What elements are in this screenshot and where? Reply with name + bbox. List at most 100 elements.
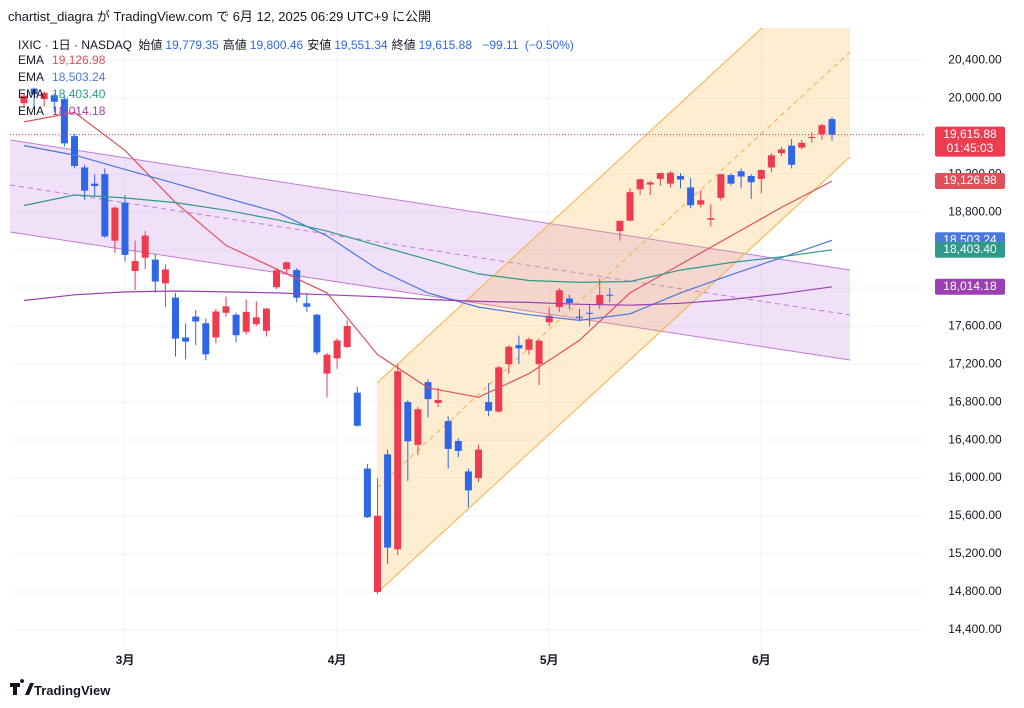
candle-body [616, 220, 624, 232]
candle-body [677, 176, 684, 180]
candle-body [343, 326, 351, 347]
candle-body [515, 345, 523, 349]
ema-legend-row: EMA 19,126.98 [18, 53, 108, 67]
candle-body [485, 402, 493, 411]
ema-tag-label: 18,014.18 [943, 279, 997, 293]
candle-body [283, 262, 291, 270]
candle-body [747, 176, 755, 183]
candle-body [262, 308, 270, 331]
ema-value: 18,014.18 [52, 104, 106, 118]
candle-body [666, 172, 674, 184]
candle-body [767, 155, 775, 168]
candle-body [192, 316, 200, 322]
ohlc-legend: IXIC · 1日 · NASDAQ 始値 19,779.35 高値 19,800.4… [18, 36, 577, 53]
symbol: IXIC · 1日 · NASDAQ [18, 38, 133, 52]
ema-line [23, 194, 833, 284]
candle-body [111, 207, 119, 241]
candle-body [757, 170, 765, 179]
candle-body [323, 354, 331, 374]
candle-body [394, 371, 402, 550]
change: −99.11 [482, 38, 519, 52]
candle-body [40, 92, 48, 100]
ema-line [23, 111, 833, 398]
candle-body [626, 192, 634, 221]
y-tick-label: 15,200.00 [948, 546, 1002, 560]
x-tick-label: 4月 [328, 653, 347, 667]
ema-legend-row: EMA 18,014.18 [18, 104, 108, 118]
candle-body [151, 259, 159, 282]
x-tick-label: 5月 [540, 653, 559, 667]
candle-body [91, 183, 99, 186]
candle-body [596, 294, 604, 305]
candle-body [374, 515, 381, 593]
candle-body [131, 261, 139, 272]
candle-body [273, 270, 280, 288]
candle-body [464, 471, 472, 491]
ema-tag [935, 241, 1005, 258]
candle-body [555, 290, 563, 308]
ema-tag [935, 278, 1005, 295]
candle-body [222, 306, 230, 313]
y-tick-label: 14,800.00 [948, 584, 1002, 598]
drawings [10, 27, 851, 594]
candle-body [636, 179, 644, 190]
candle-body [182, 337, 190, 342]
y-tick-label: 14,400.00 [948, 622, 1002, 636]
ema-line [23, 286, 833, 306]
candle-body [656, 173, 664, 179]
candle-body [363, 468, 371, 518]
channel-mid [10, 184, 851, 316]
y-tick-label: 17,200.00 [948, 356, 1002, 370]
y-tick-label: 18,800.00 [948, 204, 1002, 218]
y-tick-label: 15,600.00 [948, 508, 1002, 522]
price-tag [935, 126, 1005, 157]
candle-body [444, 421, 452, 449]
candle-body [454, 441, 462, 451]
candle-body [576, 316, 583, 318]
candle-body [81, 167, 89, 191]
candle-body [606, 294, 614, 296]
channel-edge [376, 156, 851, 594]
ema-name: EMA [18, 53, 45, 67]
candle-body [333, 340, 341, 359]
y-tick-label: 16,000.00 [948, 470, 1002, 484]
change-pct: (−0.50%) [524, 38, 574, 52]
ohlc-name: 終値 [391, 38, 416, 52]
ohlc-values: 始値 19,779.35 高値 19,800.46 安値 19,551.34 終値 19,61… [138, 38, 476, 52]
candle-body [313, 314, 321, 353]
candle-body [384, 454, 392, 548]
x-tick-label: 3月 [116, 653, 135, 667]
y-tick-label: 16,800.00 [948, 394, 1002, 408]
candle-body [414, 409, 422, 445]
candle-body [586, 312, 594, 314]
candle-body [101, 174, 109, 237]
ema-value: 19,126.98 [52, 53, 106, 67]
grid [10, 25, 925, 650]
ohlc-value: 19,800.46 [249, 38, 304, 52]
candle-body [232, 314, 240, 336]
logo [10, 679, 34, 695]
ema-value: 18,403.40 [52, 87, 106, 101]
channel-edge [10, 231, 851, 361]
candle-body [525, 339, 533, 350]
candle-body [778, 149, 785, 154]
candle-body [252, 317, 260, 325]
candle-body [242, 311, 250, 332]
candle-body [495, 367, 503, 412]
candle-body [717, 174, 725, 198]
ema-tag-label: 18,403.40 [943, 242, 997, 256]
ohlc-value: 19,551.34 [334, 38, 388, 52]
ema-line [23, 145, 833, 322]
candle-body [212, 311, 220, 338]
x-tick-label: 6月 [752, 653, 771, 667]
candle-body [202, 323, 210, 355]
candle-body [161, 269, 169, 284]
ema-name: EMA [18, 70, 45, 84]
axes: 14,400.00 14,800.00 15,200.00 15,600.00 16,0… [10, 52, 1005, 667]
ema-tag-label: 19,126.98 [943, 173, 997, 187]
candle-body [535, 340, 543, 365]
candle-body [293, 270, 301, 298]
candle-body [50, 95, 58, 102]
